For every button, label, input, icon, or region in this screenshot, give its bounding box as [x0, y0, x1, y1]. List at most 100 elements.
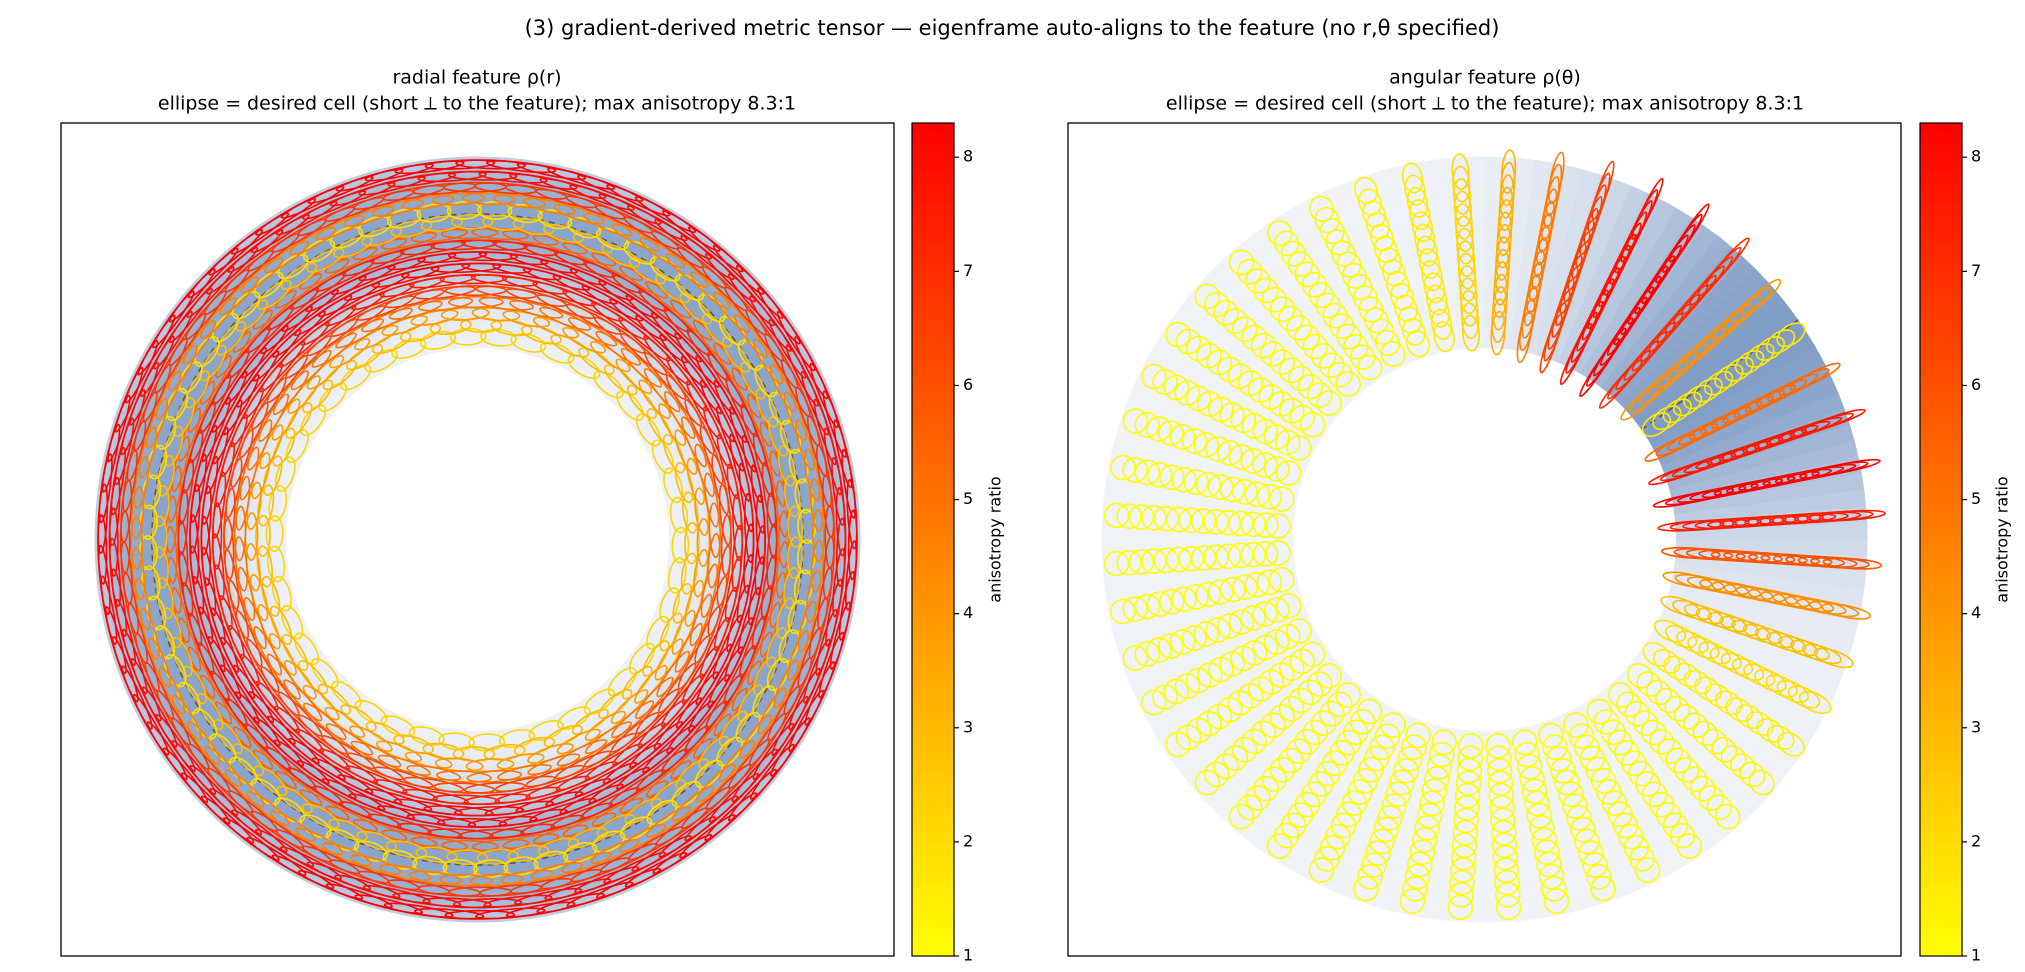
- cell-ellipse: [643, 335, 691, 386]
- cell-ellipse: [500, 869, 554, 885]
- cell-ellipse: [681, 646, 719, 704]
- cell-ellipse: [1645, 679, 1672, 706]
- density-wedge: [1191, 662, 1344, 799]
- cell-ellipse: [183, 320, 216, 365]
- cell-ellipse: [1141, 548, 1167, 574]
- cell-ellipse: [1306, 382, 1333, 408]
- cell-ellipse: [300, 305, 357, 346]
- cell-ellipse: [667, 557, 687, 594]
- cell-ellipse: [618, 317, 671, 362]
- cell-ellipse: [247, 419, 273, 471]
- cell-ellipse: [333, 235, 373, 259]
- cell-ellipse: [182, 582, 203, 647]
- cell-ellipse: [262, 455, 283, 497]
- cell-ellipse: [1590, 875, 1616, 902]
- cell-ellipse: [1190, 545, 1217, 571]
- cell-ellipse: [716, 545, 732, 607]
- cell-ellipse: [1673, 704, 1700, 730]
- cell-ellipse: [189, 764, 239, 816]
- cell-ellipse: [611, 700, 655, 739]
- cell-ellipse: [590, 839, 640, 864]
- cell-ellipse: [635, 314, 688, 364]
- cell-ellipse: [1294, 324, 1320, 351]
- cell-ellipse: [1322, 750, 1348, 777]
- cell-ellipse: [1175, 328, 1202, 355]
- density-wedge: [1631, 655, 1789, 786]
- subplot-title: radial feature ρ(r): [392, 67, 561, 89]
- cell-ellipse: [120, 389, 146, 456]
- cell-ellipse: [1748, 769, 1775, 796]
- cell-ellipse: [506, 288, 567, 307]
- cell-ellipse: [477, 201, 513, 220]
- cell-ellipse: [654, 219, 713, 260]
- cell-ellipse: [300, 404, 327, 437]
- cell-ellipse: [424, 159, 496, 170]
- cell-ellipse: [1683, 384, 1713, 410]
- cell-ellipse: [231, 809, 288, 853]
- cell-ellipse: [531, 862, 584, 880]
- cell-ellipse: [689, 593, 713, 647]
- cell-ellipse: [1382, 259, 1406, 287]
- cell-ellipse: [410, 309, 459, 326]
- cell-ellipse: [295, 728, 351, 770]
- cell-ellipse: [257, 484, 275, 527]
- cell-ellipse: [1252, 541, 1279, 567]
- cell-ellipse: [637, 699, 687, 748]
- cell-ellipse: [277, 254, 309, 280]
- cell-ellipse: [219, 276, 259, 316]
- cell-ellipse: [1546, 746, 1572, 772]
- cell-ellipse: [1707, 611, 1748, 633]
- cell-ellipse: [829, 601, 851, 670]
- cell-ellipse: [475, 907, 546, 920]
- cell-ellipse: [210, 670, 248, 727]
- cell-ellipse: [290, 272, 347, 310]
- cell-ellipse: [576, 174, 644, 202]
- cell-ellipse: [1231, 316, 1258, 343]
- cell-ellipse: [1821, 603, 1871, 620]
- cell-ellipse: [1110, 598, 1136, 625]
- cell-ellipse: [361, 307, 413, 333]
- cell-ellipse: [1158, 464, 1185, 491]
- cell-ellipse: [509, 173, 578, 190]
- cell-ellipse: [788, 689, 825, 752]
- density-wedge: [1613, 256, 1756, 405]
- cell-ellipse: [1252, 601, 1278, 627]
- cell-ellipse: [1141, 505, 1167, 531]
- density-wedge: [1433, 157, 1468, 350]
- cell-ellipse: [1122, 596, 1148, 622]
- cell-ellipse: [1698, 641, 1731, 665]
- cell-ellipse: [698, 735, 730, 769]
- cell-ellipse: [1448, 882, 1475, 908]
- cell-ellipse: [1165, 546, 1192, 573]
- cell-ellipse: [1196, 391, 1223, 417]
- density-wedge: [1669, 439, 1859, 499]
- cell-ellipse: [1458, 733, 1484, 759]
- cell-ellipse: [237, 566, 256, 622]
- cell-ellipse: [822, 390, 847, 458]
- cell-ellipse: [720, 514, 732, 577]
- cell-ellipse: [1171, 586, 1197, 613]
- cell-ellipse: [1181, 625, 1208, 651]
- cell-ellipse: [1393, 757, 1419, 784]
- cell-ellipse: [184, 370, 210, 409]
- cell-ellipse: [788, 667, 821, 731]
- cell-ellipse: [787, 505, 804, 549]
- cell-ellipse: [1790, 639, 1830, 661]
- cell-ellipse: [1529, 815, 1555, 841]
- cell-ellipse: [1683, 603, 1724, 625]
- cell-ellipse: [1397, 746, 1423, 772]
- cell-ellipse: [1310, 710, 1337, 736]
- density-wedge: [1572, 199, 1676, 374]
- cell-ellipse: [620, 347, 663, 388]
- cell-ellipse: [818, 631, 845, 699]
- cell-ellipse: [1128, 504, 1155, 530]
- cell-ellipse: [815, 608, 838, 676]
- cell-ellipse: [1461, 314, 1481, 352]
- cell-ellipse: [1264, 456, 1290, 482]
- density-wedge: [1107, 456, 1298, 507]
- cell-ellipse: [401, 194, 455, 210]
- cell-ellipse: [1456, 757, 1483, 784]
- cell-ellipse: [671, 780, 702, 808]
- cell-ellipse: [171, 636, 193, 677]
- cell-ellipse: [1454, 795, 1480, 821]
